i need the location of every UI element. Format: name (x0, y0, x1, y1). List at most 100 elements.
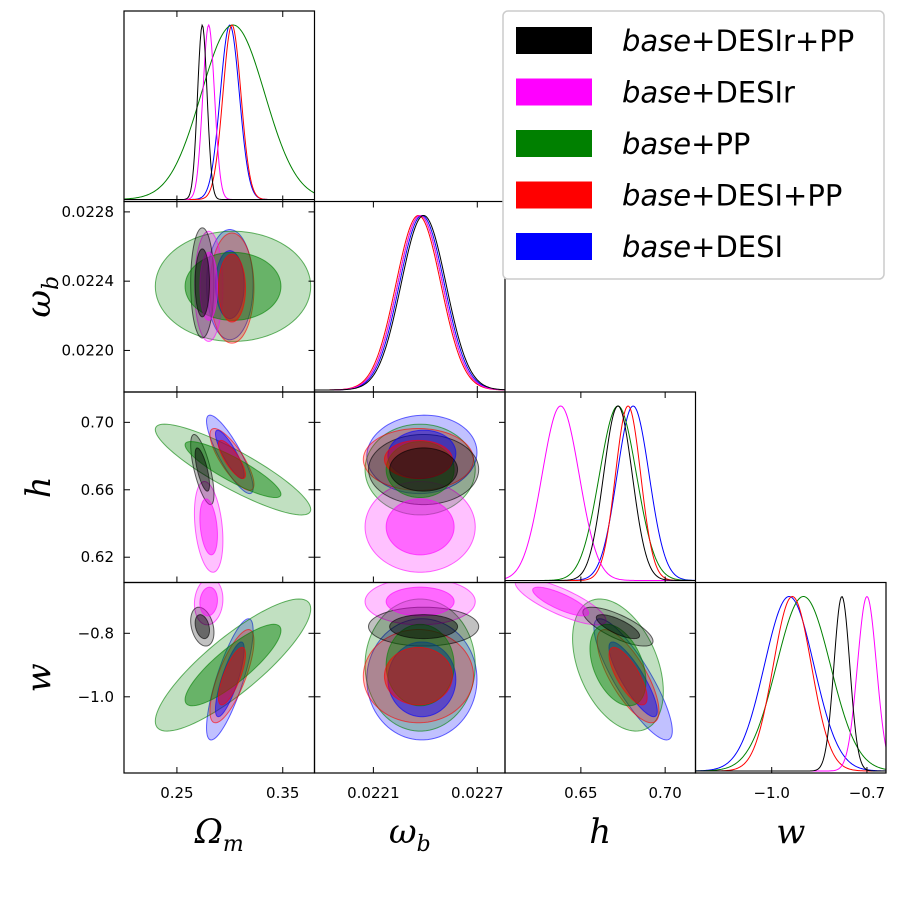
contour-95-base+DESI+PP-h-w (596, 629, 660, 724)
contour-68-base+DESI+PP-omega_b-h (383, 439, 453, 480)
x-tick-label: 0.35 (266, 784, 299, 802)
marginal-base+DESIr-h (505, 405, 696, 581)
legend-label-base+DESIr: base+DESIr (622, 76, 795, 110)
contour-68-base+DESI+PP-Omega_m-w (217, 646, 247, 706)
contour-68-base+DESIr-Omega_m-omega_b (199, 251, 218, 321)
y-tick-label: 0.66 (81, 481, 114, 499)
contour-95-base+DESIr+PP-Omega_m-h (190, 433, 215, 506)
contour-68-base+DESIr+PP-omega_b-h (389, 447, 459, 492)
panel-h (505, 405, 696, 581)
panel-Omega_m-h (154, 414, 312, 573)
contour-95-base+PP-Omega_m-w (154, 598, 312, 732)
marginal-base+DESIr-omega_b (314, 214, 505, 391)
contour-68-base+DESI+PP-omega_b-w (383, 646, 453, 706)
marginal-base+DESI+PP-h (505, 405, 696, 581)
marginal-base+DESIr+PP-omega_b (314, 215, 505, 391)
panel-omega_b-w (362, 582, 480, 741)
x-tick-label: −0.7 (849, 784, 885, 802)
contour-68-base+DESIr+PP-h-w (595, 614, 641, 640)
panel-Omega_m-w (154, 582, 312, 741)
panel-omega_b (314, 214, 505, 391)
contour-68-base+DESIr-omega_b-w (385, 586, 455, 617)
y-axis-label-omega_b: ωb (19, 276, 64, 318)
contour-95-base+DESI-h-w (593, 618, 673, 741)
marginal-base+DESI+PP-w (695, 596, 886, 772)
contour-95-base+PP-Omega_m-h (154, 423, 312, 516)
y-tick-label: −1.0 (78, 688, 114, 706)
contour-95-base+DESI+PP-Omega_m-w (209, 629, 255, 724)
contour-68-base+DESI+PP-Omega_m-h (217, 439, 247, 480)
contour-68-base+PP-Omega_m-h (184, 441, 282, 499)
legend-swatch-base+DESI (516, 233, 592, 260)
contour-68-base+DESIr-omega_b-h (385, 498, 455, 556)
x-axis-label-Omega_m: Ωm (194, 812, 244, 857)
x-tick-label: 0.0227 (451, 784, 504, 802)
panel-frame (313, 200, 506, 393)
panel-Omega_m-omega_b (154, 227, 312, 344)
x-tick-label: −1.0 (753, 784, 789, 802)
panel-frame (694, 581, 887, 774)
x-tick-label: 0.0221 (347, 784, 400, 802)
x-axis-label-omega_b: ωb (389, 812, 431, 857)
contour-95-base+DESIr+PP-h-w (582, 606, 654, 647)
legend-label-base+DESI: base+DESI (622, 230, 783, 264)
contour-68-base+DESIr-Omega_m-h (199, 498, 218, 556)
panel-w (695, 595, 886, 772)
marginal-base+DESI-omega_b (314, 215, 505, 391)
contour-95-base+DESIr+PP-Omega_m-omega_b (190, 227, 215, 339)
panel-frame (504, 391, 697, 584)
marginal-base+DESIr+PP-h (505, 405, 696, 581)
legend-swatch-base+DESIr (516, 78, 592, 106)
contour-68-base+PP-omega_b-h (385, 441, 455, 499)
y-tick-label: 0.62 (81, 548, 114, 566)
panel-omega_b-h (362, 414, 480, 573)
y-tick-label: 0.70 (81, 413, 114, 431)
y-axis-label-w: w (19, 663, 59, 692)
contour-68-base+DESIr-h-w (532, 586, 590, 617)
legend-swatch-base+PP (516, 130, 592, 157)
x-tick-label: 0.70 (648, 784, 681, 802)
contour-68-base+DESI+PP-Omega_m-omega_b (217, 253, 247, 323)
y-axis-label-h: h (19, 476, 59, 498)
legend-swatch-base+DESIr+PP (516, 27, 592, 54)
legend-box (502, 10, 885, 280)
legend-label-base+PP: base+PP (622, 127, 750, 161)
legend: base+DESIr+PP base+DESIr base+PP base+DESI+… (502, 10, 885, 280)
marginal-base+PP-omega_b (314, 214, 505, 391)
contour-68-base+DESI-Omega_m-omega_b (214, 250, 245, 320)
contour-68-base+DESI-h-w (608, 641, 658, 718)
panels: 0.25 0.35 Ωm 0.0221 0.0227 ωb 0.65 0.70 h −1.0 −0.… (19, 10, 887, 857)
contour-95-base+PP-Omega_m-omega_b (154, 230, 312, 342)
marginal-base+DESIr+PP-Omega_m (124, 23, 315, 200)
marginal-base+DESI-h (505, 405, 696, 581)
contour-95-base+DESIr+PP-omega_b-h (367, 434, 480, 506)
x-tick-label: 0.65 (564, 784, 597, 802)
marginal-base+DESIr-Omega_m (124, 23, 315, 200)
x-tick-label: 0.25 (160, 784, 193, 802)
marginal-base+PP-w (695, 596, 886, 772)
contour-68-base+DESIr+PP-Omega_m-omega_b (194, 248, 211, 318)
legend-swatch-base+DESI+PP (516, 181, 592, 209)
legend-label-base+DESI+PP: base+DESI+PP (622, 179, 842, 213)
contour-68-base+DESIr-Omega_m-w (199, 586, 218, 617)
x-axis-label-w: w (776, 812, 805, 852)
contour-68-base+PP-Omega_m-w (184, 623, 282, 707)
y-tick-label: −0.8 (78, 624, 114, 642)
y-tick-label: 0.0220 (62, 341, 115, 359)
marginal-base+DESI+PP-Omega_m (124, 24, 315, 200)
contour-68-base+DESIr+PP-Omega_m-w (194, 614, 211, 640)
contour-68-base+DESI+PP-h-w (608, 646, 648, 706)
contour-68-base+PP-h-w (589, 623, 647, 707)
contour-95-base+DESI-omega_b-h (366, 414, 478, 495)
marginal-base+PP-Omega_m (124, 24, 315, 200)
y-tick-label: 0.0224 (62, 272, 115, 290)
marginal-base+DESIr+PP-w (695, 595, 886, 772)
contour-95-base+DESIr-Omega_m-omega_b (193, 230, 224, 342)
contour-95-base+DESIr-omega_b-h (364, 481, 476, 573)
x-axis-label-h: h (589, 812, 611, 852)
marginal-base+DESI-Omega_m (124, 24, 315, 200)
marginal-base+DESI+PP-omega_b (314, 214, 505, 391)
marginal-base+PP-h (505, 405, 696, 581)
y-tick-label: 0.0228 (62, 203, 115, 221)
